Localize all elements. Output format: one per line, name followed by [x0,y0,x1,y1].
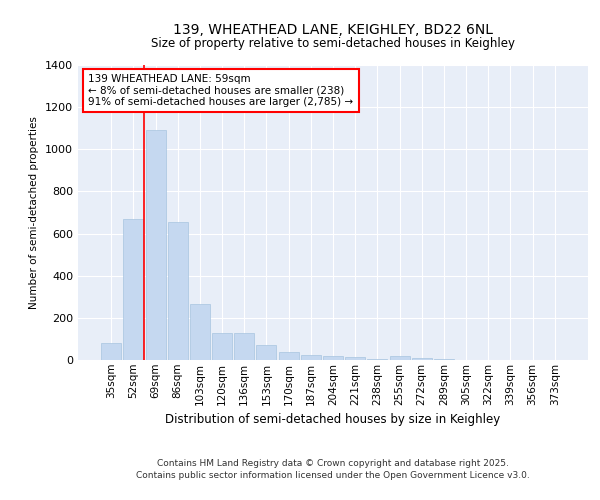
Bar [389,356,410,360]
Y-axis label: Number of semi-detached properties: Number of semi-detached properties [29,116,40,309]
Bar [124,219,143,360]
Bar [101,343,121,360]
Bar [190,304,210,360]
Bar [256,345,277,360]
Bar [323,356,343,360]
Bar [434,359,454,360]
Bar [168,222,188,360]
Bar [345,358,365,360]
Bar [367,359,388,360]
Bar [234,333,254,360]
Bar [212,333,232,360]
Bar [146,130,166,360]
Bar [301,354,321,360]
Text: Size of property relative to semi-detached houses in Keighley: Size of property relative to semi-detach… [151,38,515,51]
X-axis label: Distribution of semi-detached houses by size in Keighley: Distribution of semi-detached houses by … [166,413,500,426]
Bar [412,358,432,360]
Text: 139 WHEATHEAD LANE: 59sqm
← 8% of semi-detached houses are smaller (238)
91% of : 139 WHEATHEAD LANE: 59sqm ← 8% of semi-d… [88,74,353,107]
Bar [278,352,299,360]
Text: 139, WHEATHEAD LANE, KEIGHLEY, BD22 6NL: 139, WHEATHEAD LANE, KEIGHLEY, BD22 6NL [173,22,493,36]
Text: Contains HM Land Registry data © Crown copyright and database right 2025.
Contai: Contains HM Land Registry data © Crown c… [136,458,530,480]
